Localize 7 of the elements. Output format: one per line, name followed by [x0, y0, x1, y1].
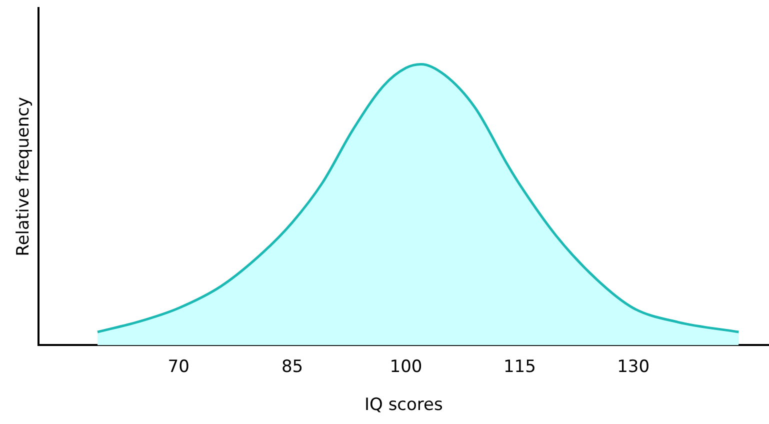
x-tick-label: 115: [503, 356, 536, 377]
x-tick-label: 100: [390, 356, 422, 377]
y-axis-title: Relative frequency: [14, 96, 34, 256]
x-tick-label: 70: [168, 356, 190, 377]
x-axis-title: IQ scores: [364, 395, 444, 416]
x-tick-label: 130: [617, 356, 650, 377]
x-tick-label: 85: [281, 356, 304, 377]
